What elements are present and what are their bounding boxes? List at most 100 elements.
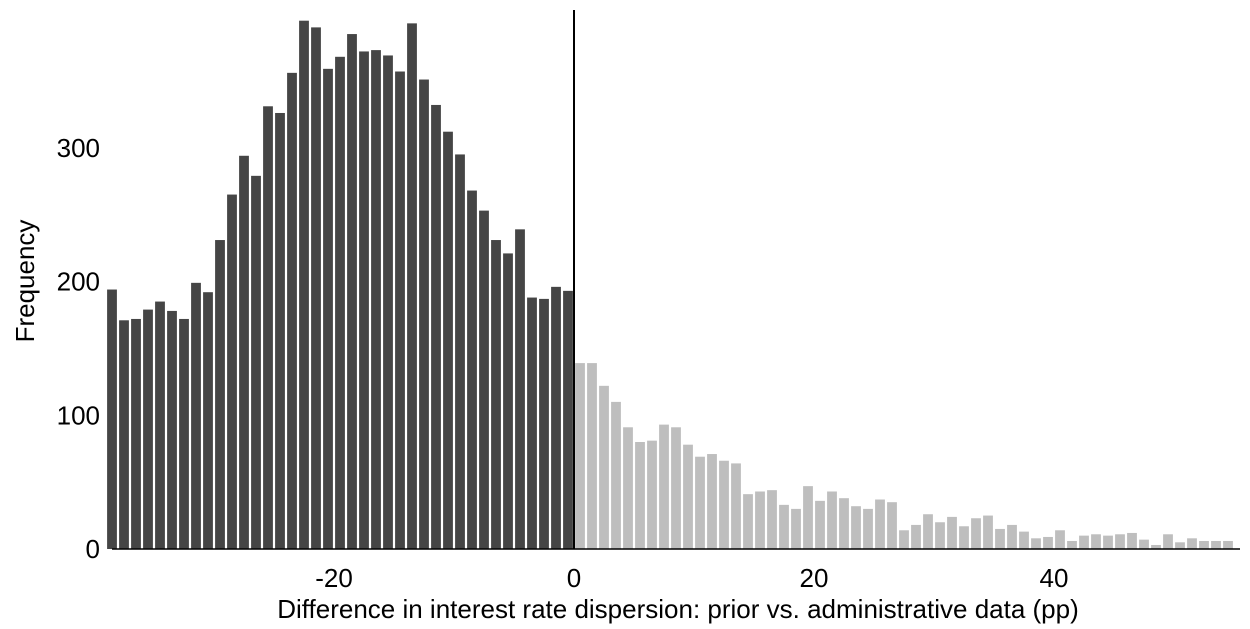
histogram-bar xyxy=(119,320,129,549)
y-tick-label: 200 xyxy=(57,267,100,297)
histogram-bar xyxy=(515,229,525,549)
x-axis-title: Difference in interest rate dispersion: … xyxy=(277,594,1079,624)
x-tick-label: 40 xyxy=(1040,563,1069,593)
histogram-bar xyxy=(863,508,873,550)
y-axis-title: Frequency xyxy=(10,220,40,343)
histogram-bar xyxy=(455,154,465,549)
histogram-bar xyxy=(1031,538,1041,549)
histogram-bar xyxy=(215,240,225,550)
y-tick-label: 300 xyxy=(57,133,100,163)
histogram-bar xyxy=(359,51,369,549)
histogram-bar xyxy=(1211,540,1221,549)
histogram-bar xyxy=(719,460,729,549)
histogram-bar xyxy=(1019,531,1029,549)
histogram-bar xyxy=(599,385,609,549)
histogram-bar xyxy=(179,318,189,549)
histogram-bar xyxy=(1115,534,1125,549)
histogram-bar xyxy=(899,530,909,549)
histogram-bar xyxy=(299,20,309,549)
histogram-bar xyxy=(803,486,813,549)
histogram-bar xyxy=(947,516,957,549)
histogram-bar xyxy=(695,456,705,549)
histogram-bar xyxy=(911,524,921,549)
histogram-bar xyxy=(275,112,285,549)
histogram-bar xyxy=(731,463,741,549)
histogram-bar xyxy=(155,301,165,549)
histogram-bar xyxy=(959,526,969,549)
histogram-bar xyxy=(611,401,621,550)
histogram-bar xyxy=(827,491,837,549)
histogram-bar xyxy=(443,131,453,549)
histogram-bar xyxy=(1043,536,1053,549)
histogram-bar xyxy=(395,71,405,549)
histogram-bar xyxy=(1151,544,1161,549)
histogram-bar xyxy=(407,23,417,550)
histogram-bar xyxy=(1175,542,1185,549)
histogram-bar xyxy=(575,363,585,549)
histogram-bar xyxy=(1127,532,1137,549)
histogram-bar xyxy=(143,309,153,549)
histogram-bar xyxy=(563,290,573,549)
histogram-bar xyxy=(227,194,237,549)
histogram-bar xyxy=(347,34,357,550)
histogram-bar xyxy=(839,498,849,549)
histogram-bar xyxy=(995,528,1005,549)
histogram-bar xyxy=(779,504,789,549)
histogram-bar xyxy=(1163,534,1173,549)
histogram-bar xyxy=(527,297,537,549)
histogram-bar xyxy=(167,310,177,549)
histogram-bar xyxy=(323,68,333,549)
histogram-bar xyxy=(467,190,477,550)
histogram-bar xyxy=(1007,524,1017,549)
histogram-bar xyxy=(1199,540,1209,549)
histogram-bar xyxy=(1079,535,1089,550)
histogram-bar xyxy=(671,427,681,549)
histogram-bar xyxy=(635,442,645,549)
histogram-bar xyxy=(491,240,501,550)
histogram-bar xyxy=(1091,534,1101,549)
y-tick-labels: 0 100 200 300 xyxy=(57,133,100,564)
histogram-bar xyxy=(887,502,897,549)
histogram-bar xyxy=(419,79,429,549)
histogram-bar xyxy=(587,363,597,549)
histogram-bar xyxy=(551,286,561,549)
histogram-bar xyxy=(851,506,861,549)
histogram-bar xyxy=(251,175,261,549)
histogram-bar xyxy=(815,500,825,549)
histogram-bar xyxy=(923,514,933,549)
histogram-bar xyxy=(707,454,717,549)
histogram-bar xyxy=(659,424,669,549)
histogram-bar xyxy=(875,499,885,549)
histogram-bar xyxy=(131,318,141,549)
histogram-bar xyxy=(1067,540,1077,549)
histogram-bar xyxy=(935,522,945,549)
bars-group xyxy=(107,20,1233,550)
histogram-bar xyxy=(335,56,345,550)
histogram-bar xyxy=(263,106,273,549)
x-tick-label: -20 xyxy=(315,563,353,593)
histogram-bar xyxy=(983,515,993,549)
histogram-bar xyxy=(479,210,489,550)
histogram-bar xyxy=(239,155,249,549)
histogram-bar xyxy=(371,50,381,550)
histogram-bar xyxy=(311,27,321,550)
histogram-bar xyxy=(503,253,513,549)
histogram-bar xyxy=(287,72,297,549)
histogram-bar xyxy=(1055,530,1065,549)
histogram-bar xyxy=(755,491,765,549)
histogram-bar xyxy=(107,289,117,549)
histogram-bar xyxy=(191,282,201,549)
x-tick-label: 0 xyxy=(567,563,581,593)
histogram-bar xyxy=(647,440,657,549)
histogram-bar xyxy=(683,444,693,549)
histogram-bar xyxy=(539,298,549,549)
histogram-bar xyxy=(971,518,981,549)
histogram-bar xyxy=(767,490,777,549)
histogram-bar xyxy=(203,292,213,549)
histogram-bar xyxy=(383,55,393,550)
histogram-bar xyxy=(1103,535,1113,550)
x-tick-labels: -20 0 20 40 xyxy=(315,563,1068,593)
y-tick-label: 0 xyxy=(86,534,100,564)
y-tick-label: 100 xyxy=(57,400,100,430)
